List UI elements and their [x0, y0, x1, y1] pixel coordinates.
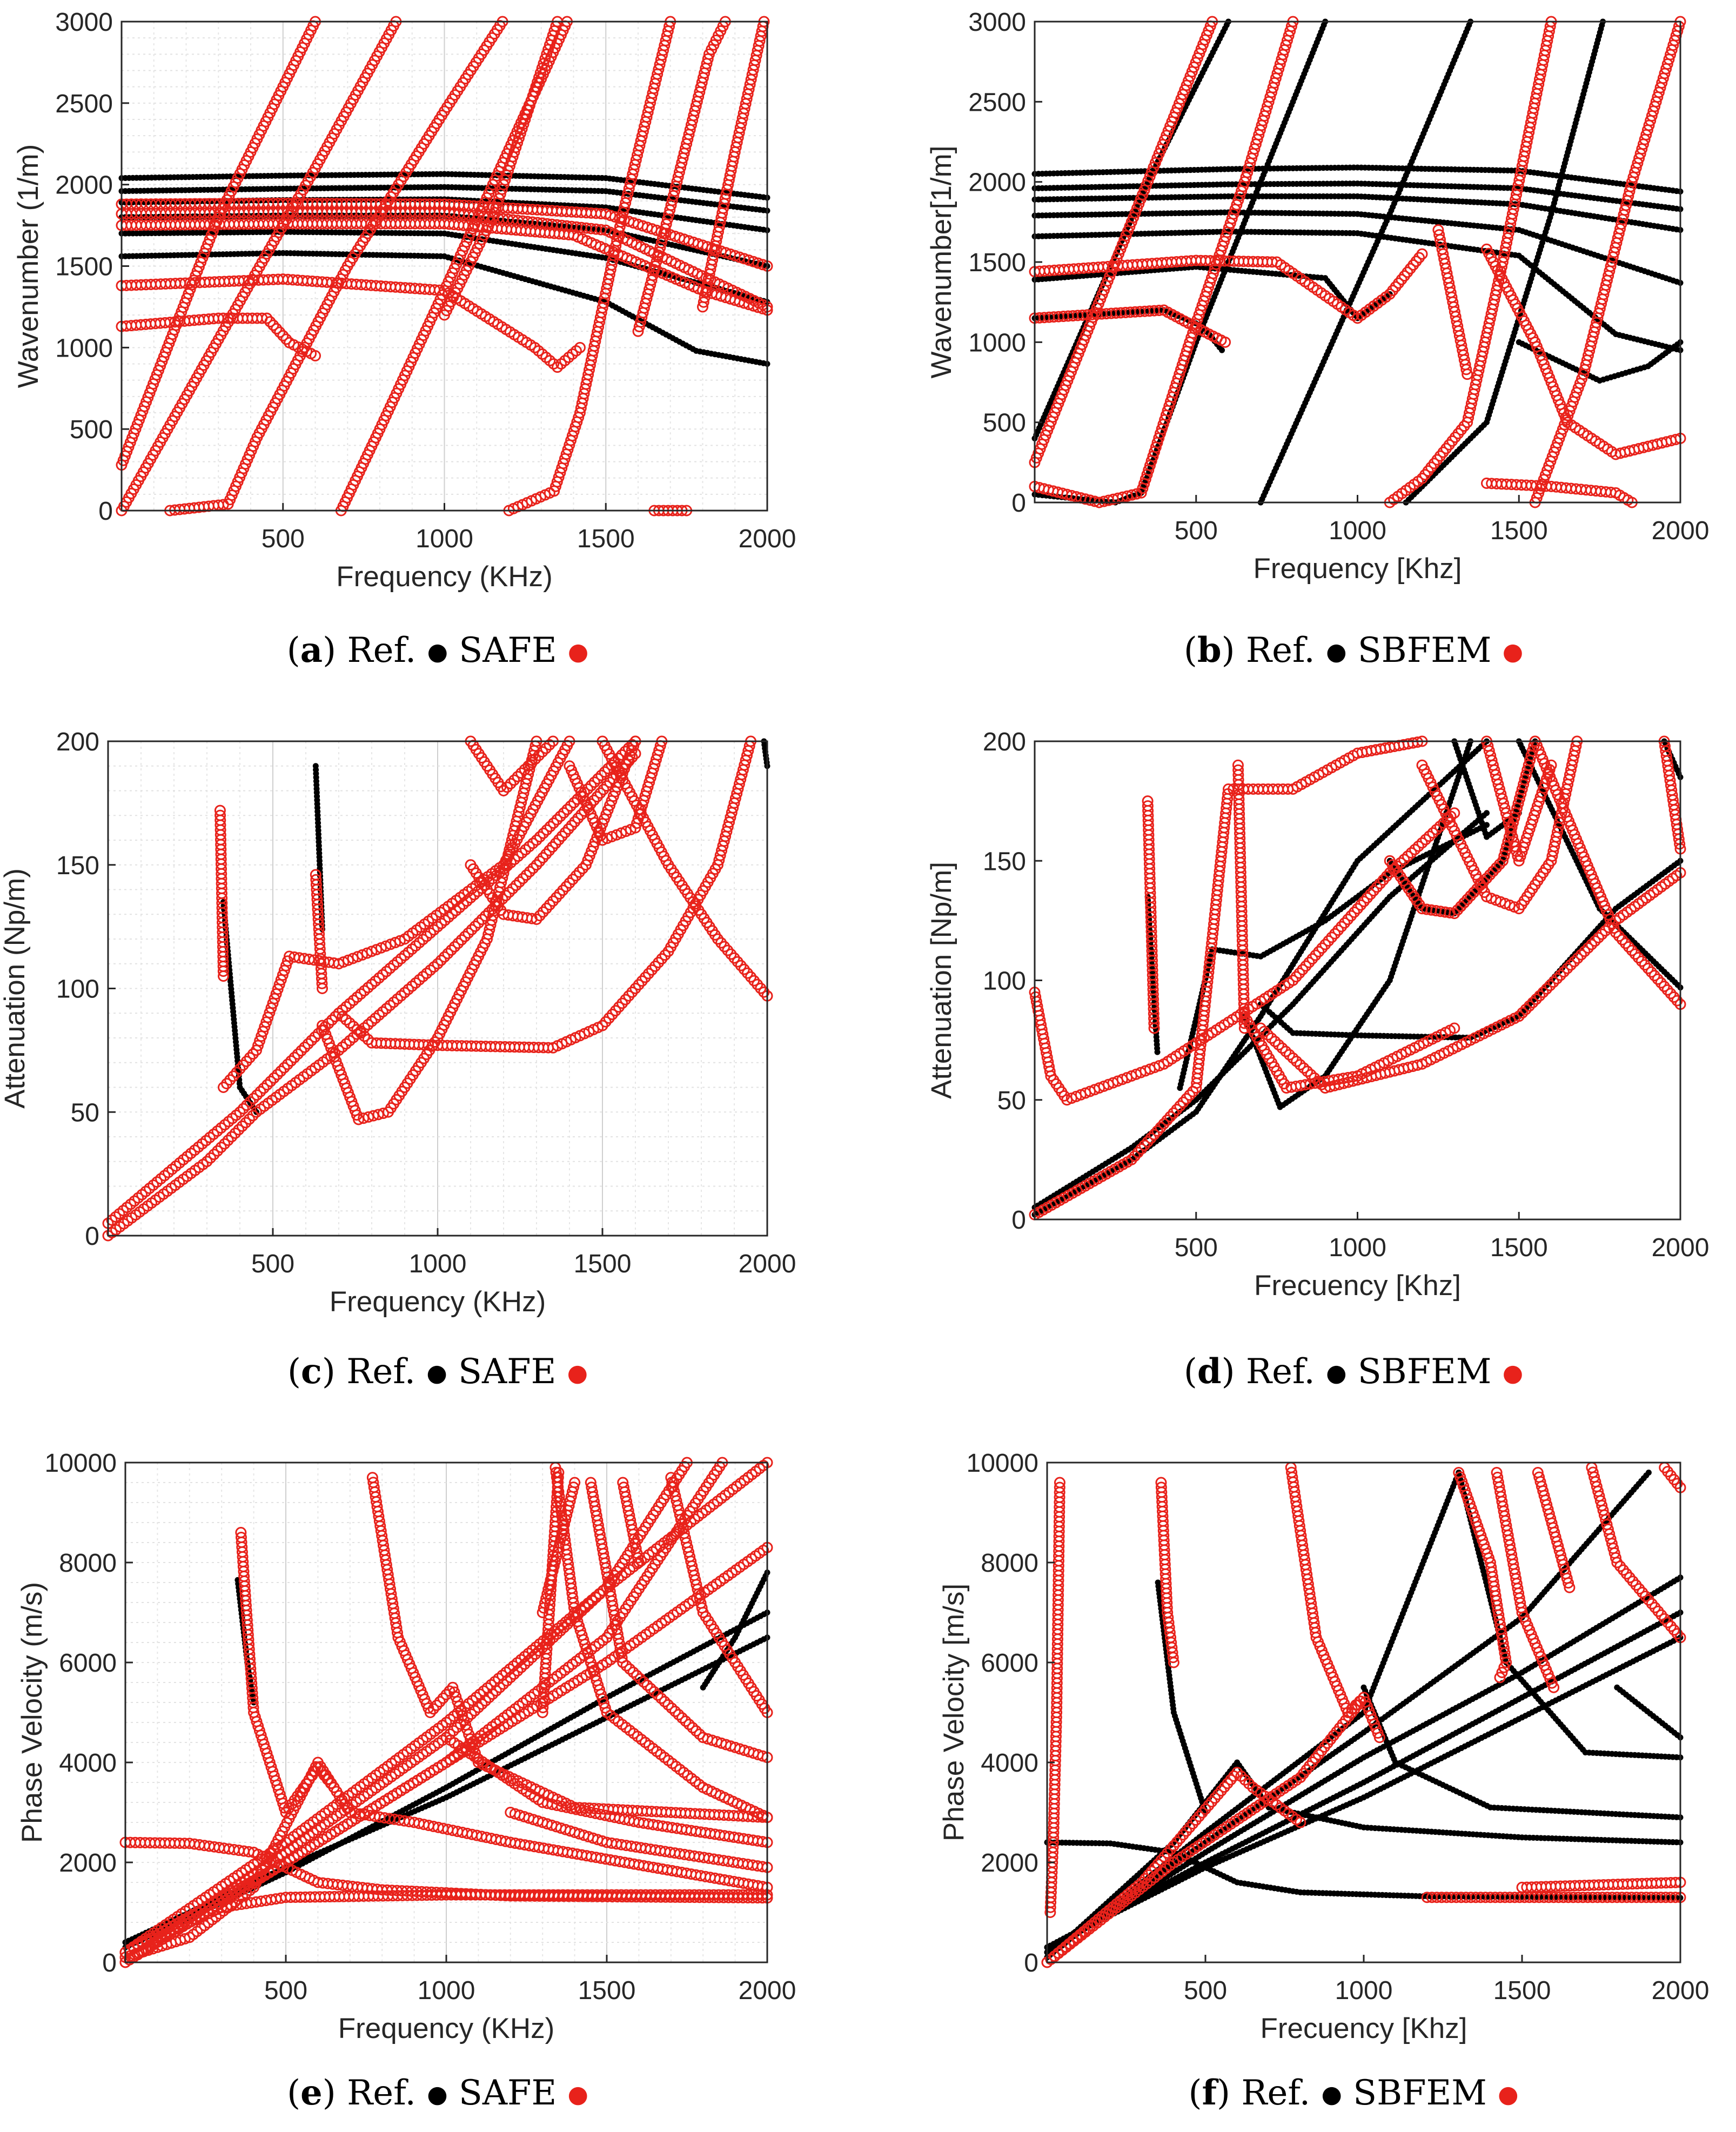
x-tick-label: 1000	[415, 525, 473, 553]
caption-close: )	[1222, 631, 1235, 671]
y-tick-label: 500	[983, 409, 1026, 438]
method-point	[267, 319, 279, 331]
panel-caption: (b) Ref. ● SBFEM ●	[1184, 630, 1523, 671]
method-point	[271, 323, 283, 334]
method-point	[274, 326, 286, 338]
x-tick-label: 2000	[1652, 517, 1710, 545]
y-tick-label: 2000	[55, 171, 113, 200]
caption-letter: a	[300, 630, 323, 671]
y-tick-label: 1500	[968, 249, 1026, 277]
y-tick-label: 0	[98, 497, 113, 526]
curve-1	[118, 184, 770, 214]
method-point	[310, 350, 321, 361]
x-tick-label: 500	[1175, 517, 1218, 545]
series-safe	[116, 16, 773, 517]
method-point	[264, 316, 276, 327]
method-point	[574, 341, 586, 353]
y-tick-label: 2000	[968, 169, 1026, 197]
x-tick-label: 1500	[577, 525, 635, 553]
x-tick-label: 2000	[739, 525, 796, 553]
method-point	[261, 312, 273, 324]
caption-method-marker: ●	[568, 638, 588, 666]
panels-layer: 500 1000 1500 2000 0 500 1000 1500 2000 2500 3000 F…	[0, 8, 1709, 2113]
curve-5	[118, 250, 770, 367]
y-tick-label: 1000	[968, 328, 1026, 357]
method-point	[280, 333, 292, 345]
x-axis-label: Frequency [Khz]	[1254, 553, 1462, 585]
y-tick-label: 1000	[55, 334, 113, 363]
chart-panel-b: 500 1000 1500 2000 0 500 1000 1500 2000 2500 3000 F…	[926, 8, 1709, 671]
caption-ref-marker: ●	[427, 638, 448, 666]
caption-close: )	[323, 631, 336, 671]
caption-ref: Ref.	[1235, 631, 1326, 671]
panel-caption: (a) Ref. ● SAFE ●	[287, 630, 589, 671]
y-tick-label: 2500	[55, 90, 113, 118]
x-tick-label: 1500	[1490, 517, 1548, 545]
y-tick-label: 1500	[55, 253, 113, 281]
y-tick-label: 3000	[55, 8, 113, 37]
caption-method: SAFE	[448, 631, 568, 671]
x-tick-label: 500	[262, 525, 305, 553]
grid-lines	[121, 21, 768, 511]
caption-ref: Ref.	[336, 631, 427, 671]
y-axis-label: Wavenumber (1/m)	[12, 144, 44, 388]
caption-method-marker: ●	[1503, 638, 1523, 666]
y-axis-label: Wavenumber[1/m]	[926, 145, 957, 378]
caption-letter: b	[1197, 630, 1222, 671]
chart-panel-a: 500 1000 1500 2000 0 500 1000 1500 2000 2500 3000 F…	[12, 8, 796, 671]
y-tick-label: 3000	[968, 8, 1026, 37]
caption-open: (	[1184, 631, 1197, 671]
caption-open: (	[287, 631, 300, 671]
y-tick-label: 500	[70, 415, 113, 444]
curve-5	[116, 16, 321, 471]
ref-point	[1219, 347, 1225, 353]
y-tick-label: 2500	[968, 88, 1026, 117]
y-tick-label: 0	[1011, 489, 1026, 518]
curve-0	[118, 171, 770, 201]
caption-method: SBFEM	[1346, 631, 1502, 671]
x-tick-label: 1000	[1329, 517, 1386, 545]
x-axis-label: Frequency (KHz)	[336, 561, 553, 593]
method-point	[277, 330, 289, 341]
caption-ref-marker: ●	[1326, 638, 1346, 666]
